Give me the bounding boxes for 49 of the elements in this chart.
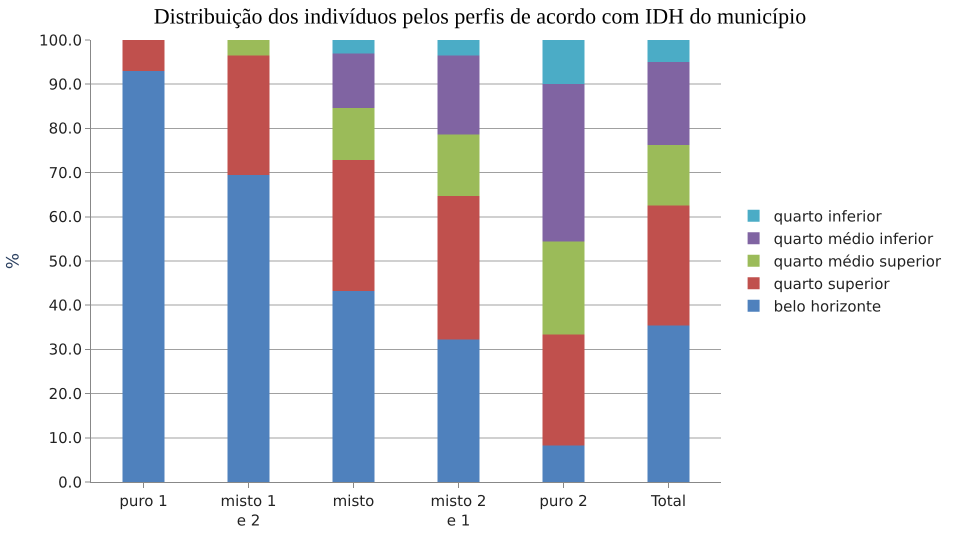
bar — [438, 340, 480, 482]
bar — [228, 40, 270, 56]
y-tick-label: 0.0 — [58, 473, 82, 492]
bar — [332, 54, 374, 108]
bar — [332, 160, 374, 292]
bar — [648, 205, 690, 326]
bar — [648, 326, 690, 482]
x-tick-label: puro 2 — [539, 492, 588, 510]
bar — [438, 134, 480, 196]
y-axis-title: % — [4, 252, 24, 270]
bar — [542, 445, 584, 482]
x-tick-label: puro 1 — [119, 492, 168, 510]
bar — [542, 40, 584, 84]
y-tick-label: 20.0 — [48, 384, 82, 403]
legend-label: quarto superior — [774, 275, 890, 294]
bar — [542, 242, 584, 334]
bar — [332, 108, 374, 160]
y-tick-label: 80.0 — [48, 120, 82, 138]
bar — [228, 55, 270, 175]
bar — [438, 196, 480, 340]
x-tick-label: misto 1 e 2 — [220, 492, 276, 530]
chart-title: Distribuição dos indivíduos pelos perfis de acordo com IDH do município — [154, 4, 806, 29]
legend-label: belo horizonte — [774, 298, 882, 316]
y-tick-label: 60.0 — [48, 208, 82, 226]
y-tick-label: 50.0 — [48, 252, 82, 270]
bar — [332, 40, 374, 54]
bar — [648, 144, 690, 206]
y-tick-label: 10.0 — [48, 429, 82, 448]
bar — [438, 40, 480, 56]
y-tick-label: 70.0 — [48, 164, 82, 182]
y-tick-label: 100.0 — [39, 31, 82, 50]
x-tick-label: Total — [650, 492, 686, 510]
x-tick-label: misto — [332, 492, 374, 510]
bar — [332, 291, 374, 482]
bar — [648, 40, 690, 62]
bar — [542, 84, 584, 242]
bar — [122, 70, 164, 482]
y-tick-label: 90.0 — [48, 75, 82, 94]
legend-label: quarto médio inferior — [774, 230, 934, 248]
legend-label: quarto médio superior — [774, 252, 942, 271]
y-tick-label: 40.0 — [48, 296, 82, 314]
bar — [648, 62, 690, 145]
legend-label: quarto inferior — [774, 208, 883, 226]
bar — [542, 334, 584, 446]
y-tick-label: 30.0 — [48, 340, 82, 359]
bar — [438, 55, 480, 135]
x-tick-label: misto 2 e 1 — [430, 492, 486, 530]
bar — [122, 40, 164, 71]
bar — [228, 174, 270, 482]
